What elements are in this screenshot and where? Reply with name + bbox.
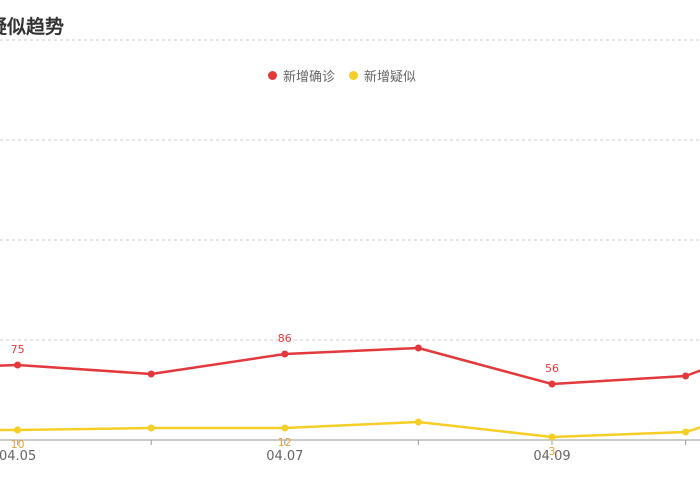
data-label: 75 [11, 343, 25, 356]
data-point [548, 433, 556, 441]
data-point [682, 428, 690, 436]
data-label: 86 [278, 332, 292, 345]
data-label: 10 [11, 438, 25, 451]
data-point [14, 426, 22, 434]
data-point [281, 350, 289, 358]
data-point [548, 380, 556, 388]
series-line-suspected [0, 420, 700, 439]
data-label: 3 [549, 445, 556, 458]
data-point [682, 372, 690, 380]
data-point [147, 424, 155, 432]
chart-legend: 新增确诊 新增疑似 [268, 66, 416, 85]
data-label: 56 [545, 362, 559, 375]
series-line-confirmed [0, 346, 700, 386]
legend-label-suspected: 新增疑似 [364, 70, 417, 85]
x-tick-label: 04.05 [0, 449, 36, 464]
data-label: 12 [278, 436, 292, 449]
legend-marker-suspected [349, 71, 359, 80]
data-point [14, 361, 22, 369]
x-tick-label: 04.09 [533, 449, 570, 464]
data-point [414, 344, 422, 352]
legend-item-suspected[interactable]: 新增疑似 [349, 66, 416, 85]
legend-item-confirmed[interactable]: 新增确诊 [268, 66, 335, 85]
data-point [414, 418, 422, 426]
data-point [281, 424, 289, 432]
legend-label-confirmed: 新增确诊 [283, 70, 336, 85]
legend-marker-confirmed [268, 71, 277, 80]
data-point [147, 370, 155, 378]
x-tick-label: 04.07 [266, 449, 303, 464]
chart-title: 疑似趋势 [0, 16, 65, 38]
